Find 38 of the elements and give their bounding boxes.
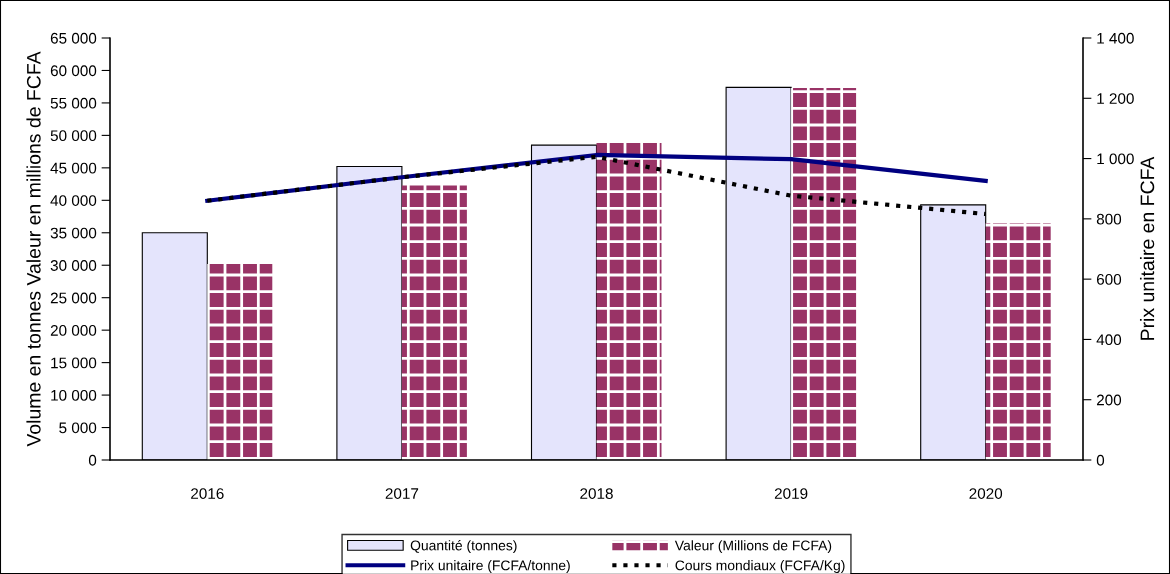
y2-axis-title: Prix unitaire en FCFA bbox=[1139, 156, 1155, 340]
y2-tick-label: 800 bbox=[1096, 213, 1122, 225]
y2-tick-label: 0 bbox=[1096, 454, 1105, 466]
y-tick-label: 60 000 bbox=[50, 65, 97, 77]
legend-label: Cours mondiaux (FCFA/Kg) bbox=[675, 560, 845, 574]
x-tick-label: 2019 bbox=[774, 488, 808, 499]
y-tick-label: 10 000 bbox=[51, 389, 97, 401]
bar bbox=[791, 87, 857, 460]
x-tick-label: 2020 bbox=[969, 488, 1003, 499]
y-tick-label: 35 000 bbox=[50, 227, 97, 239]
y2-tick-label: 200 bbox=[1096, 394, 1122, 406]
y-tick-label: 0 bbox=[88, 454, 97, 466]
x-tick-label: 2018 bbox=[580, 488, 613, 499]
y2-tick-label: 1 000 bbox=[1097, 153, 1134, 165]
legend-label: Prix unitaire (FCFA/tonne) bbox=[411, 560, 570, 574]
bar bbox=[985, 223, 1051, 460]
y2-tick-label: 1 200 bbox=[1097, 93, 1134, 104]
legend-label: Quantité (tonnes) bbox=[410, 540, 517, 554]
bar bbox=[596, 141, 662, 460]
y-axis-title: Volume en tonnes Valeur en millions de FCFA bbox=[26, 51, 41, 447]
y-tick-label: 55 000 bbox=[50, 97, 97, 109]
y-tick-label: 15 000 bbox=[51, 357, 97, 369]
bar bbox=[207, 263, 273, 460]
y-tick-label: 30 000 bbox=[50, 260, 97, 271]
y-tick-label: 40 000 bbox=[50, 195, 97, 206]
y-tick-label: 50 000 bbox=[50, 130, 97, 142]
y-tick-label: 65 000 bbox=[50, 32, 97, 44]
x-tick-label: 2016 bbox=[191, 488, 224, 499]
y-tick-label: 5 000 bbox=[59, 422, 97, 434]
y-tick-label: 25 000 bbox=[50, 292, 97, 304]
y-tick-label: 45 000 bbox=[50, 162, 97, 174]
y2-tick-label: 400 bbox=[1096, 334, 1122, 346]
y-tick-label: 20 000 bbox=[50, 325, 97, 336]
x-tick-label: 2017 bbox=[385, 488, 419, 499]
y2-tick-label: 600 bbox=[1096, 274, 1122, 285]
bar bbox=[401, 185, 467, 460]
y2-tick-label: 1 400 bbox=[1097, 32, 1134, 44]
legend-label: Valeur (Millions de FCFA) bbox=[674, 540, 832, 554]
